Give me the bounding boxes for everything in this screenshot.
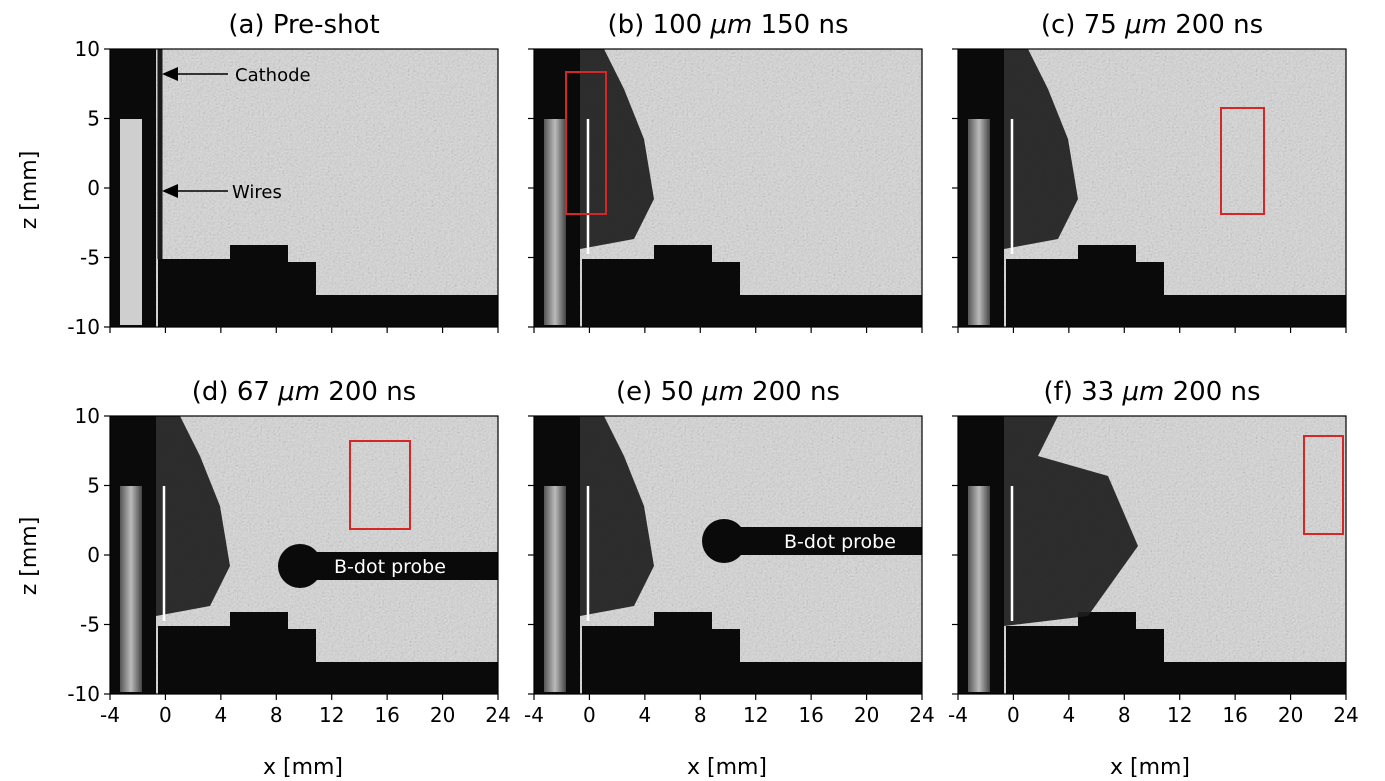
y-tick-label: -10 (67, 315, 100, 339)
electrode-shadow (1006, 612, 1346, 694)
annotation-label: Wires (232, 182, 282, 203)
x-tick-label: 20 (430, 703, 455, 727)
probe-label: B-dot probe (784, 531, 896, 553)
y-tick-label: 10 (75, 404, 100, 428)
plasma-shadow (1004, 416, 1138, 626)
y-tick-label: 5 (87, 474, 100, 498)
image-panel: B-dot probe (e) 50 μm 200 ns -4 0 4 8 12 16 20 24 (524, 377, 935, 727)
anode-glow (120, 486, 142, 692)
image-panel: (b) 100 μm 150 ns (528, 10, 923, 333)
plasma-shadow (580, 416, 654, 616)
arrow-head-icon (162, 67, 178, 81)
y-tick-label: 0 (87, 176, 100, 200)
x-tick-label: -4 (948, 703, 968, 727)
anode-glow (120, 119, 142, 325)
x-axis-label: x [mm] (1110, 755, 1190, 780)
electrode-shadow (158, 245, 498, 327)
x-tick-label: 16 (798, 703, 823, 727)
image-panel: Cathode Wires (a) Pre-shot 10 5 0 -5 -10 (67, 10, 499, 339)
y-axis-label: z [mm] (17, 517, 42, 596)
x-tick-label: 4 (1062, 703, 1075, 727)
panel-title: (a) Pre-shot (228, 10, 379, 40)
image-panel: (f) 33 μm 200 ns -4 0 4 8 12 16 20 24 (948, 377, 1359, 727)
anode-glow (968, 119, 990, 325)
panel-title: (f) 33 μm 200 ns (1043, 377, 1260, 407)
x-tick-label: 24 (909, 703, 934, 727)
plasma-shadow (156, 416, 230, 616)
y-tick-label: -5 (80, 613, 100, 637)
panel-title: (c) 75 μm 200 ns (1041, 10, 1263, 40)
x-tick-label: 4 (214, 703, 227, 727)
x-tick-label: 0 (583, 703, 596, 727)
x-tick-label: 8 (270, 703, 283, 727)
x-tick-label: 0 (159, 703, 172, 727)
arrow-head-icon (162, 184, 178, 198)
b-dot-probe-tip (702, 519, 746, 563)
anode-glow (544, 119, 566, 325)
x-tick-label: 20 (854, 703, 879, 727)
plasma-shadow (1004, 49, 1078, 249)
x-tick-label: 4 (638, 703, 651, 727)
plasma-shadow (580, 49, 654, 249)
y-tick-label: 10 (75, 37, 100, 61)
x-axis-label: x [mm] (687, 755, 767, 780)
x-tick-label: 8 (694, 703, 707, 727)
electrode-shadow (582, 245, 922, 327)
y-tick-label: -10 (67, 682, 100, 706)
x-axis-label: x [mm] (263, 755, 343, 780)
anode-glow (544, 486, 566, 692)
electrode-shadow (582, 612, 922, 694)
b-dot-probe (720, 527, 922, 555)
annotation-label: Cathode (235, 65, 311, 86)
image-panel: (c) 75 μm 200 ns (952, 10, 1347, 333)
y-tick-label: 5 (87, 107, 100, 131)
x-tick-label: 0 (1007, 703, 1020, 727)
x-tick-label: 24 (1333, 703, 1358, 727)
x-tick-label: -4 (524, 703, 544, 727)
panel-title: (b) 100 μm 150 ns (607, 10, 848, 40)
x-tick-label: 12 (743, 703, 768, 727)
x-tick-label: 24 (485, 703, 510, 727)
electrode-shadow (158, 612, 498, 694)
x-tick-label: 16 (374, 703, 399, 727)
y-tick-label: 0 (87, 543, 100, 567)
image-panel: B-dot probe (d) 67 μm 200 ns 10 5 0 -5 -10-4 0 4… (67, 377, 510, 727)
anode-glow (968, 486, 990, 692)
y-axis-label: z [mm] (17, 151, 42, 230)
electrode-shadow (1006, 245, 1346, 327)
x-tick-label: 16 (1222, 703, 1247, 727)
b-dot-probe-tip (278, 544, 322, 588)
region-of-interest-box (1220, 107, 1265, 215)
x-tick-label: -4 (100, 703, 120, 727)
x-tick-label: 8 (1118, 703, 1131, 727)
region-of-interest-box (1303, 435, 1344, 535)
x-tick-label: 12 (319, 703, 344, 727)
x-tick-label: 12 (1167, 703, 1192, 727)
probe-label: B-dot probe (334, 556, 446, 578)
y-tick-label: -5 (80, 246, 100, 270)
b-dot-probe (296, 552, 498, 580)
panel-title: (d) 67 μm 200 ns (192, 377, 416, 407)
region-of-interest-box (565, 71, 607, 215)
panel-title: (e) 50 μm 200 ns (616, 377, 840, 407)
x-tick-label: 20 (1278, 703, 1303, 727)
region-of-interest-box (349, 440, 411, 530)
